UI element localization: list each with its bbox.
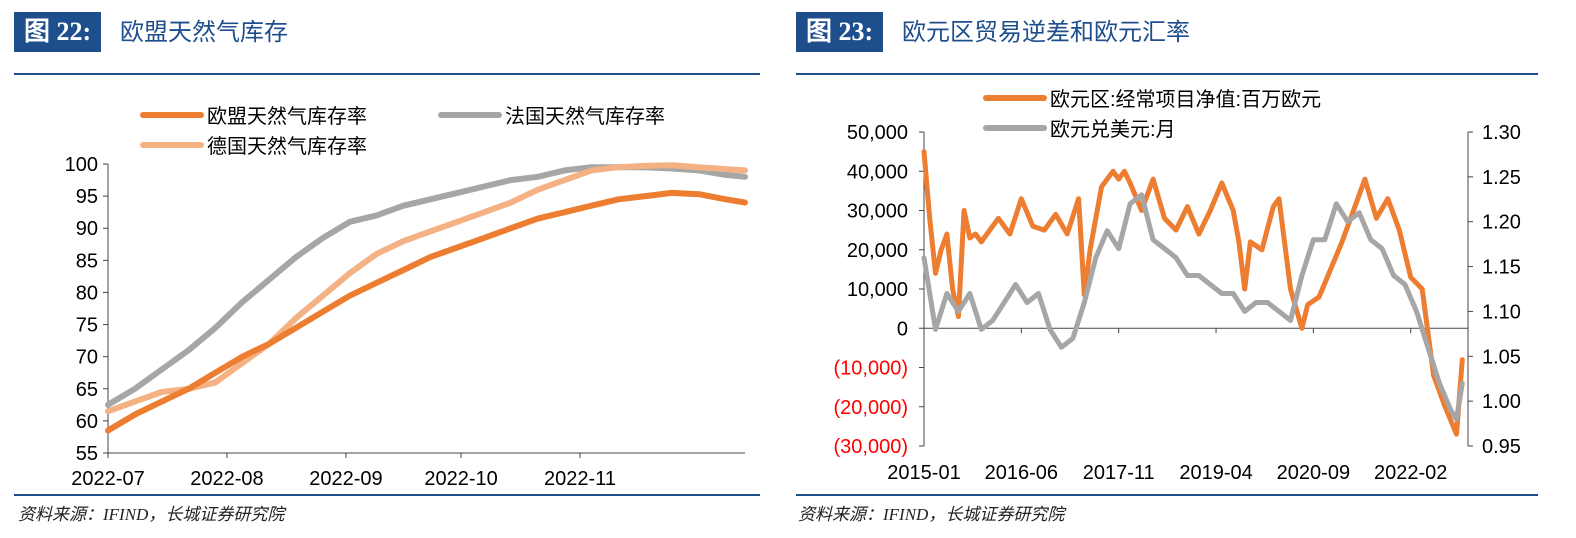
series-line	[105, 164, 748, 408]
series-line	[921, 192, 1465, 422]
right-y-tick-label: 1.10	[1482, 301, 1521, 323]
x-tick-label: 2022-10	[424, 468, 497, 490]
left-top-rule	[14, 73, 760, 75]
right-y-tick-label: 1.25	[1482, 167, 1521, 189]
left-figure-panel: 图 22: 欧盟天然气库存 资料来源：IFIND，长城证券研究院 55 60 65 7…	[0, 0, 776, 538]
y-tick-label: 100	[65, 154, 98, 176]
left-y-tick-label: (20,000)	[834, 397, 909, 419]
left-y-tick-label: 30,000	[847, 201, 908, 223]
left-y-tick-label: (30,000)	[834, 436, 909, 458]
right-y-tick-label: 0.95	[1482, 436, 1521, 458]
right-chart: 50,000 40,000 30,000 20,000 10,000 0 (10,000) (…	[834, 88, 1521, 484]
legend-label: 欧元区:经常项目净值:百万欧元	[1050, 88, 1321, 111]
x-tick-label: 2022-11	[544, 468, 616, 490]
left-source-note: 资料来源：IFIND，长城证券研究院	[18, 505, 285, 524]
right-y-tick-label: 1.05	[1482, 346, 1521, 368]
left-y-tick-label: (10,000)	[834, 358, 909, 380]
x-tick-label: 2019-04	[1179, 462, 1252, 484]
y-tick-label: 95	[76, 186, 98, 208]
left-y-tick-label: 20,000	[847, 240, 908, 262]
y-tick-label: 60	[76, 411, 98, 433]
y-tick-label: 85	[76, 250, 98, 272]
x-tick-label: 2015-01	[887, 462, 960, 484]
x-tick-label: 2022-09	[309, 468, 382, 490]
right-bottom-rule	[796, 494, 1538, 496]
right-figure-label: 图 23:	[796, 12, 884, 52]
y-tick-label: 75	[76, 315, 98, 337]
right-y-tick-label: 1.30	[1482, 122, 1521, 144]
series-line	[921, 149, 1465, 437]
y-tick-label: 70	[76, 347, 98, 369]
legend-label: 欧元兑美元:月	[1050, 118, 1176, 141]
left-chart: 55 60 65 70 75 80 85 90 95 100 2022-07 2022-08 2022-…	[65, 105, 748, 490]
right-top-rule	[796, 73, 1538, 75]
series-line	[105, 162, 748, 415]
left-y-tick-label: 10,000	[847, 279, 908, 301]
y-tick-label: 90	[76, 218, 98, 240]
left-y-tick-label: 0	[897, 318, 908, 340]
right-source-note: 资料来源：IFIND，长城证券研究院	[798, 505, 1065, 524]
left-y-tick-label: 50,000	[847, 122, 908, 144]
x-tick-label: 2016-06	[985, 462, 1058, 484]
x-tick-label: 2022-08	[190, 468, 263, 490]
x-tick-label: 2022-07	[71, 468, 144, 490]
right-y-tick-label: 1.20	[1482, 212, 1521, 234]
x-tick-label: 2022-02	[1374, 462, 1447, 484]
x-tick-label: 2020-09	[1277, 462, 1350, 484]
y-tick-label: 55	[76, 443, 98, 465]
right-y-tick-label: 1.15	[1482, 257, 1521, 279]
right-figure-title: 欧元区贸易逆差和欧元汇率	[902, 18, 1190, 46]
legend-label: 德国天然气库存率	[207, 135, 367, 158]
right-figure-panel: 图 23: 欧元区贸易逆差和欧元汇率 资料来源：IFIND，长城证券研究院 50…	[788, 0, 1576, 538]
y-tick-label: 65	[76, 379, 98, 401]
legend-label: 法国天然气库存率	[505, 105, 665, 128]
legend-label: 欧盟天然气库存率	[207, 105, 367, 128]
right-y-tick-label: 1.00	[1482, 391, 1521, 413]
series-line	[105, 189, 748, 434]
left-bottom-rule	[14, 494, 760, 496]
left-figure-title: 欧盟天然气库存	[120, 18, 288, 46]
x-tick-label: 2017-11	[1083, 462, 1155, 484]
left-y-tick-label: 40,000	[847, 161, 908, 183]
left-figure-label: 图 22:	[14, 12, 102, 52]
y-tick-label: 80	[76, 282, 98, 304]
